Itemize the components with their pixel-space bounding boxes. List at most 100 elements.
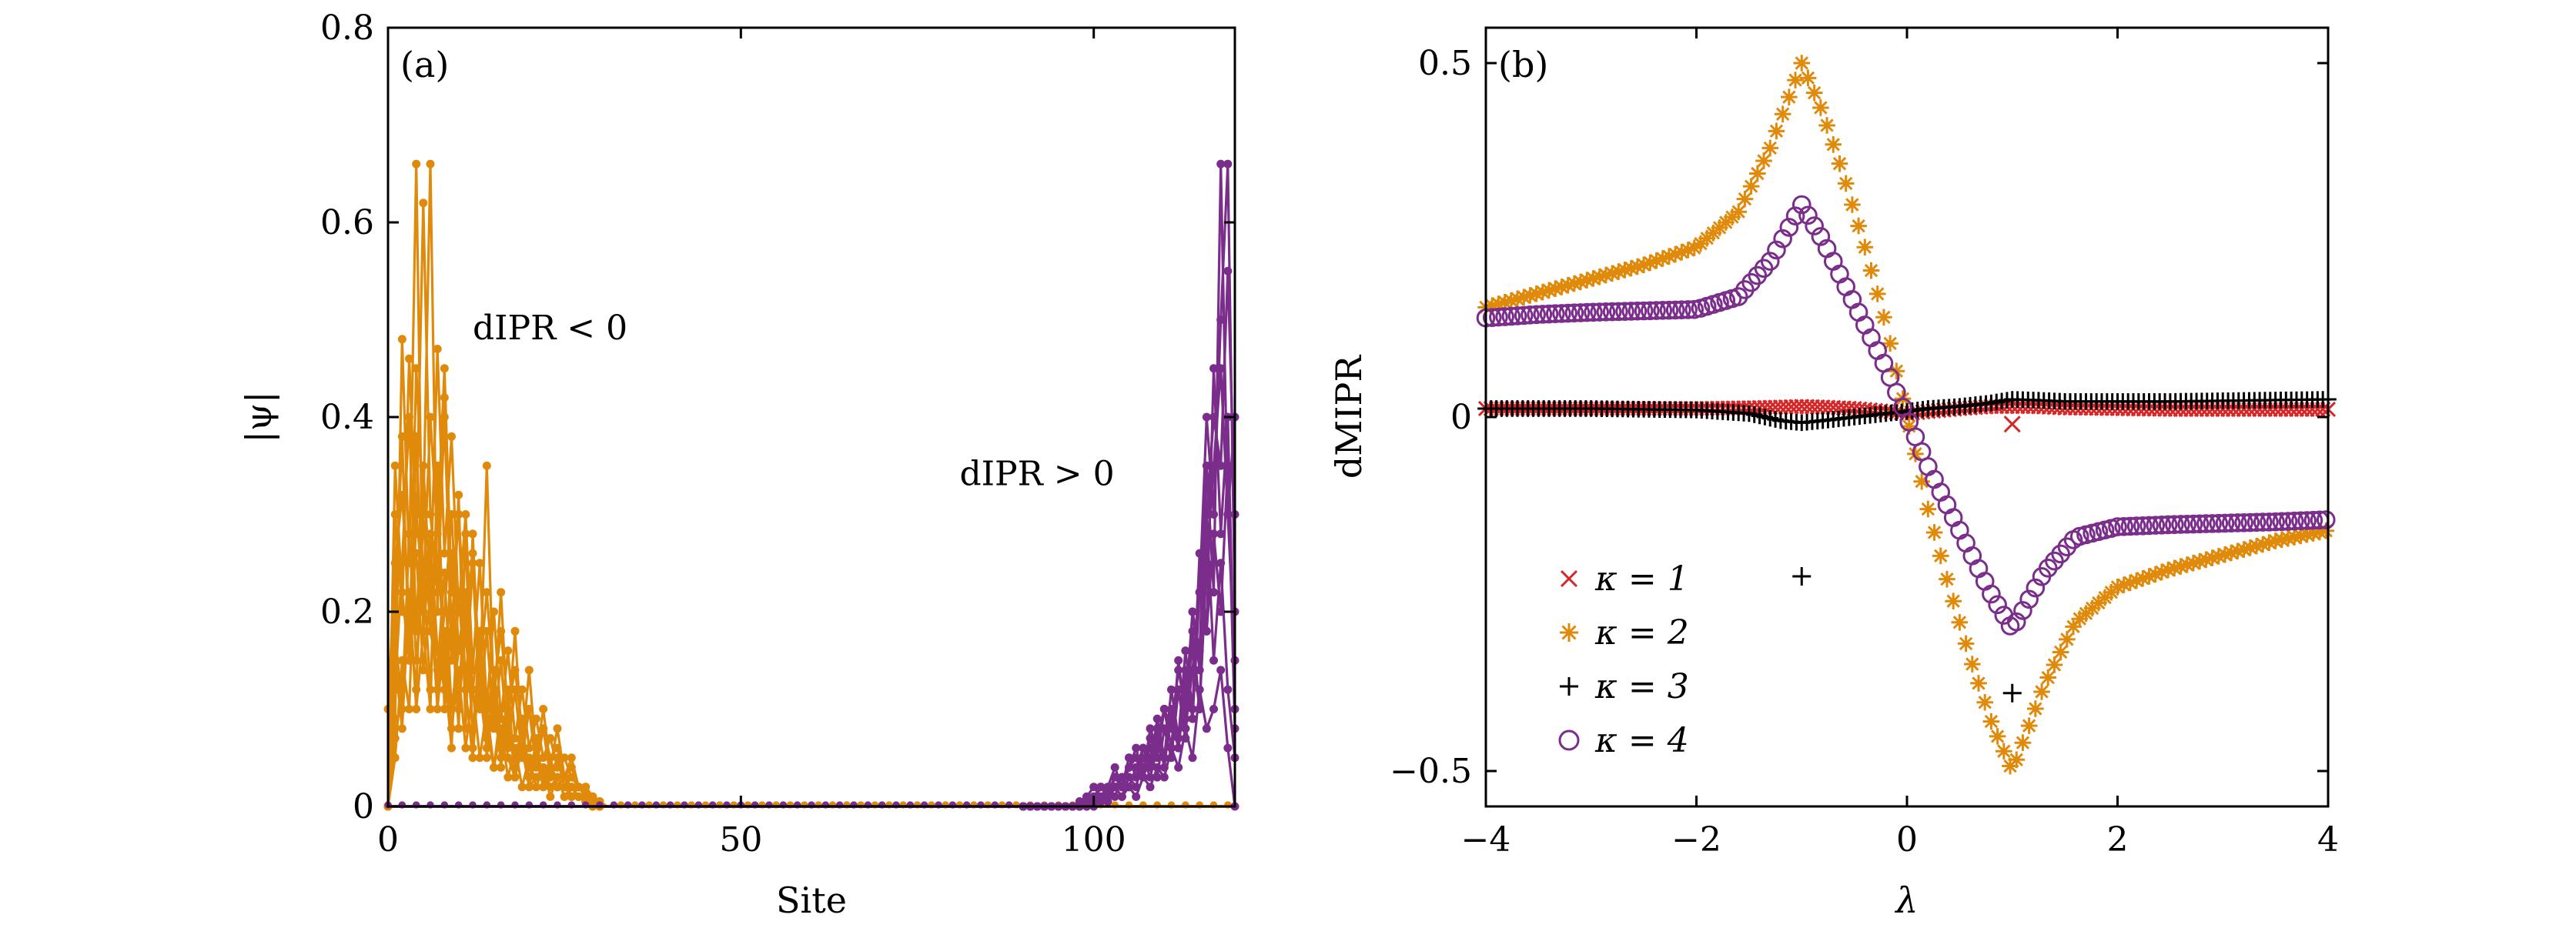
wavefunction-point [1216, 461, 1226, 470]
marker-circle [1735, 280, 1755, 299]
marker-circle [2260, 512, 2279, 532]
marker-asterisk [1648, 252, 1665, 269]
wavefunction-point [1159, 773, 1169, 782]
marker-circle [2183, 514, 2203, 534]
marker-circle [2013, 601, 2032, 620]
wavefunction-point [412, 705, 421, 713]
legend-entry: κ = 1 [1594, 559, 1689, 599]
marker-asterisk [1591, 268, 1608, 285]
wavefunction-point [405, 412, 413, 422]
marker-asterisk [1799, 69, 1817, 87]
marker-asterisk [2235, 541, 2253, 558]
wavefunction-point [1146, 724, 1155, 733]
wavefunction-point [468, 529, 477, 539]
marker-circle [1678, 300, 1698, 319]
wavefunction-point [1117, 773, 1126, 782]
marker-circle [2203, 514, 2222, 533]
panel-a-ticks: 0 50 100 0 0.2 0.4 0.6 0.8 [320, 8, 1235, 860]
marker-asterisk [2298, 526, 2316, 543]
wavefunction-point [475, 753, 484, 763]
wavefunction-point [1209, 364, 1218, 373]
wavefunction-point [497, 753, 506, 763]
wavefunction-point [475, 626, 484, 636]
marker-asterisk [1982, 713, 2000, 730]
marker-asterisk [1976, 693, 1993, 711]
marker-circle [1641, 301, 1660, 321]
wavefunction-point [497, 743, 506, 753]
marker-circle [1988, 595, 2007, 615]
wavefunction-point [1125, 783, 1133, 792]
wavefunction-point [1110, 773, 1119, 782]
marker-asterisk [1616, 262, 1634, 279]
marker-asterisk [1742, 178, 1760, 195]
marker-asterisk [2002, 757, 2019, 775]
marker-circle [2026, 578, 2046, 598]
marker-circle [2209, 513, 2229, 533]
marker-asterisk [2191, 552, 2208, 570]
marker-asterisk [2128, 572, 2145, 589]
wavefunction-point [532, 743, 540, 753]
marker-asterisk [1787, 72, 1804, 88]
marker-x [1560, 569, 1578, 588]
wavefunction-point [1125, 753, 1133, 763]
wavefunction-point [1174, 666, 1183, 675]
wavefunction-point [390, 733, 400, 743]
marker-asterisk [1850, 217, 1867, 235]
marker-asterisk [2020, 717, 2038, 734]
marker-circle [2196, 514, 2216, 533]
wavefunction-point [447, 432, 456, 441]
marker-circle [2006, 612, 2026, 632]
marker-circle [1602, 302, 1622, 322]
wavefunction-point [503, 705, 513, 713]
marker-circle [1634, 301, 1654, 321]
marker-asterisk [1989, 728, 2006, 745]
wavefunction-point [1110, 792, 1119, 801]
marker-asterisk [1484, 297, 1501, 314]
panel-a-ylabel: |ψ| [238, 391, 279, 442]
wavefunction-point [1174, 656, 1183, 665]
marker-asterisk [1913, 472, 1930, 490]
wavefunction-point [1209, 529, 1218, 539]
marker-circle [1596, 302, 1616, 322]
wavefunction-point [1117, 792, 1126, 801]
marker-asterisk [2305, 525, 2322, 542]
wavefunction-point [412, 549, 421, 558]
wavefunction-point [440, 685, 449, 694]
marker-circle [2165, 515, 2184, 534]
wavefunction-point [510, 773, 520, 782]
marker-asterisk [1781, 88, 1798, 105]
marker-asterisk [2008, 751, 2026, 769]
marker-asterisk [1812, 99, 1829, 116]
wavefunction-point [1195, 705, 1204, 713]
wavefunction-point [1209, 461, 1218, 470]
marker-circle [1805, 216, 1824, 235]
marker-circle [1539, 304, 1559, 324]
marker-circle [2291, 511, 2310, 531]
marker-circle [1760, 252, 1780, 271]
wavefunction-point [560, 792, 569, 801]
wavefunction-point [426, 685, 435, 694]
wavefunction-point [524, 783, 534, 792]
marker-asterisk [2185, 554, 2202, 572]
wavefunction-point [510, 626, 520, 636]
wavefunction-point [419, 199, 428, 208]
marker-circle [2190, 514, 2210, 534]
marker-circle [1982, 584, 2001, 604]
panel-b-xtick-label: 2 [2107, 820, 2129, 860]
wavefunction-point [1223, 159, 1233, 169]
wavefunction-point [454, 490, 463, 499]
wavefunction-point [468, 549, 477, 558]
marker-circle [1495, 307, 1514, 326]
panel-b: −4 −2 0 2 4 −0.5 0 0.5 (b) κ = 1 κ = 2 κ = 3 κ = 4… [1328, 26, 2339, 921]
wavefunction-point [553, 783, 562, 792]
wavefunction-point [539, 724, 548, 733]
marker-circle [2114, 516, 2134, 536]
marker-circle [1507, 306, 1527, 325]
wavefunction-point [1167, 685, 1176, 694]
panel-b-label: (b) [1498, 44, 1548, 85]
wavefunction-point [490, 763, 498, 772]
wavefunction-point [1202, 724, 1211, 733]
marker-circle [1754, 259, 1774, 279]
marker-asterisk [1496, 293, 1514, 311]
marker-circle [1767, 240, 1786, 260]
